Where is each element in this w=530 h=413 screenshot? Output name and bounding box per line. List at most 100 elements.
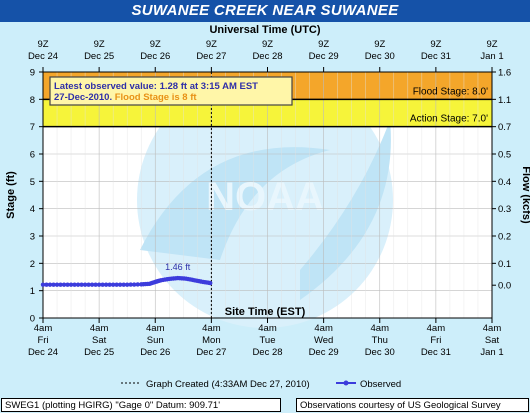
watermark-swoosh: [300, 120, 391, 300]
observed-point: [82, 282, 88, 287]
bottom-tick-time: 4am: [202, 323, 221, 334]
observed-point: [58, 282, 63, 287]
observed-point: [40, 282, 46, 287]
bottom-tick-day: Sat: [485, 335, 500, 346]
observed-point: [208, 280, 213, 286]
bottom-tick-time: 4am: [427, 323, 446, 334]
left-tick-label: 8: [30, 95, 35, 106]
observed-point: [86, 282, 91, 287]
observed-point: [128, 282, 133, 287]
left-axis-label: Stage (ft): [5, 171, 17, 219]
right-tick-label: 0.7: [498, 122, 511, 133]
observed-point: [132, 282, 137, 287]
left-tick-label: 1: [30, 286, 35, 297]
info-latest-value: Latest observed value: 1.28 ft at 3:15 A…: [54, 81, 258, 92]
observed-point: [47, 282, 53, 287]
footer-gauge-info: SWEG1 (plotting HGIRG) "Gage 0" Datum: 9…: [1, 398, 281, 412]
observed-point: [121, 282, 126, 287]
observed-point: [110, 282, 116, 287]
bottom-tick-date: Dec 31: [421, 347, 451, 358]
bottom-tick-day: Wed: [314, 335, 333, 346]
left-tick-label: 4: [30, 204, 35, 215]
observed-point: [61, 282, 67, 287]
top-tick-time: 9Z: [206, 39, 217, 50]
top-tick-time: 9Z: [262, 39, 273, 50]
observed-point: [65, 282, 70, 287]
chart-title: SUWANEE CREEK NEAR SUWANEE: [131, 2, 399, 19]
observed-point: [117, 282, 123, 287]
top-tick-date: Dec 31: [421, 51, 451, 62]
observed-point: [107, 282, 112, 287]
observed-point: [72, 282, 77, 287]
right-tick-label: 0.4: [498, 177, 511, 188]
observed-point: [114, 282, 119, 287]
top-tick-date: Dec 25: [84, 51, 114, 62]
bottom-tick-day: Fri: [430, 335, 441, 346]
legend-graph-created-label: Graph Created (4:33AM Dec 27, 2010): [146, 379, 310, 390]
bottom-tick-time: 4am: [483, 323, 502, 334]
info-box: [49, 76, 293, 106]
bottom-tick-date: Dec 28: [252, 347, 282, 358]
info-flood-stage: 27-Dec-2010. Flood Stage is 8 ft: [54, 92, 197, 103]
bottom-tick-day: Thu: [372, 335, 388, 346]
left-tick-label: 3: [30, 232, 35, 243]
observed-point: [51, 282, 56, 287]
left-tick-label: 5: [30, 177, 35, 188]
peak-label: 1.46 ft: [165, 262, 191, 272]
bottom-axis-label: Site Time (EST): [225, 306, 306, 318]
right-tick-label: 0.0: [498, 281, 511, 292]
top-axis-label: Universal Time (UTC): [209, 24, 320, 36]
info-date: 27-Dec-2010.: [54, 92, 115, 103]
bottom-tick-date: Dec 26: [140, 347, 170, 358]
observed-point: [124, 282, 130, 287]
right-axis-label: Flow (kcfs): [520, 166, 530, 224]
left-tick-label: 2: [30, 259, 35, 270]
bottom-tick-date: Dec 27: [196, 347, 226, 358]
flood-stage-label: Flood Stage: 8.0': [413, 86, 488, 97]
top-tick-date: Dec 28: [252, 51, 282, 62]
legend-observed-marker: [343, 380, 349, 386]
left-tick-label: 0: [30, 314, 35, 325]
right-tick-label: 0.1: [498, 259, 511, 270]
top-tick-time: 9Z: [94, 39, 105, 50]
left-tick-label: 9: [30, 68, 35, 79]
bottom-tick-time: 4am: [258, 323, 277, 334]
watermark-swoosh: [140, 147, 330, 260]
bottom-tick-time: 4am: [146, 323, 165, 334]
top-tick-time: 9Z: [318, 39, 329, 50]
observed-point: [100, 282, 105, 287]
bottom-tick-day: Sun: [147, 335, 164, 346]
right-tick-label: 0.3: [498, 204, 511, 215]
bottom-tick-date: Dec 24: [28, 347, 58, 358]
title-bar: [0, 0, 530, 22]
right-tick-label: 1.1: [498, 95, 511, 106]
observed-point: [89, 282, 95, 287]
observed-point: [68, 282, 74, 287]
top-tick-date: Dec 24: [28, 51, 58, 62]
observed-point: [75, 282, 81, 287]
bottom-tick-time: 4am: [371, 323, 390, 334]
bottom-tick-day: Sat: [92, 335, 107, 346]
top-tick-time: 9Z: [486, 39, 497, 50]
top-tick-time: 9Z: [430, 39, 441, 50]
observed-point: [93, 282, 98, 287]
observed-point: [96, 282, 102, 287]
right-tick-label: 0.5: [498, 150, 511, 161]
left-tick-label: 6: [30, 150, 35, 161]
observed-point: [44, 282, 49, 287]
action-stage-label: Action Stage: 7.0': [410, 114, 488, 125]
top-tick-date: Dec 30: [365, 51, 395, 62]
top-tick-date: Dec 26: [140, 51, 170, 62]
legend-observed-label: Observed: [360, 379, 401, 390]
info-flood-text: Flood Stage is 8 ft: [115, 92, 198, 103]
watermark-text: NOAA: [206, 175, 324, 219]
hydrograph-chart: NOAA Flood Stage: 8.0' Action Stage: 7.0' 1…: [5, 24, 530, 390]
left-tick-label: 7: [30, 122, 35, 133]
observed-point: [79, 282, 84, 287]
footer-source: Observations courtesy of US Geological S…: [296, 398, 529, 412]
top-tick-time: 9Z: [150, 39, 161, 50]
top-tick-time: 9Z: [37, 39, 48, 50]
top-tick-date: Dec 29: [309, 51, 339, 62]
bottom-tick-time: 4am: [90, 323, 109, 334]
right-tick-label: 0.2: [498, 232, 511, 243]
